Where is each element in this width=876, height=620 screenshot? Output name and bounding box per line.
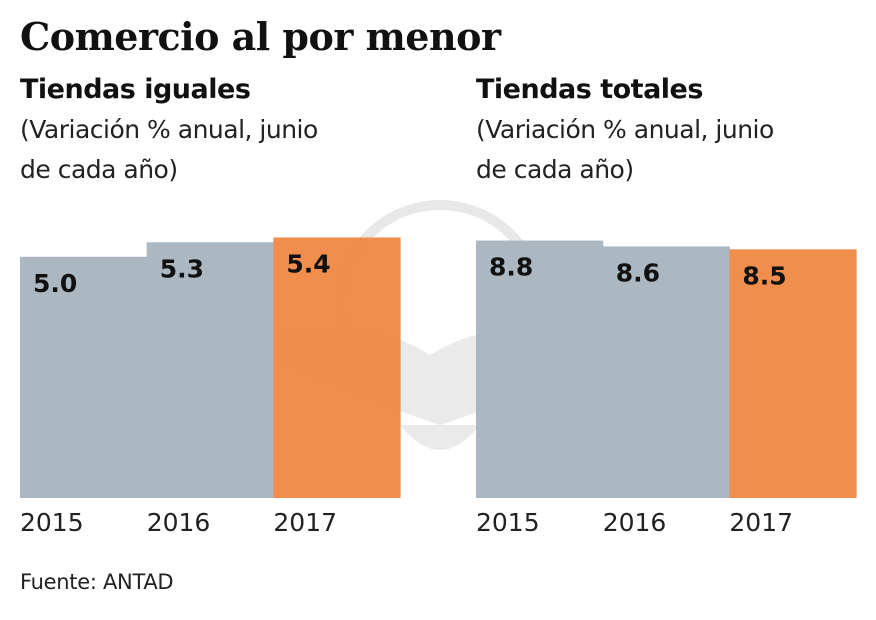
bar-2015	[20, 256, 148, 498]
bar-chart-0: 5.0 2015 5.3 2016 5.4 2017	[20, 237, 401, 537]
x-tick-label-2016: 2016	[147, 508, 211, 537]
x-tick-label-2017: 2017	[729, 508, 793, 537]
data-label-2015: 8.8	[489, 253, 533, 282]
panel-title: Tiendas totales	[476, 74, 703, 105]
panel-tiendas-totales: Tiendas totales (Variación % anual, juni…	[476, 70, 876, 190]
bar-2016	[146, 242, 274, 498]
source-note: Fuente: ANTAD	[20, 570, 174, 594]
bar-2015	[476, 240, 604, 498]
panel-description-line2: de cada año)	[20, 155, 178, 184]
data-label-2016: 8.6	[616, 258, 660, 287]
x-tick-label-2016: 2016	[603, 508, 667, 537]
panel-description-line1: (Variación % anual, junio	[476, 115, 774, 144]
x-tick-label-2015: 2015	[20, 508, 84, 537]
chart-title: Comercio al por menor	[20, 14, 501, 59]
bar-2017	[729, 249, 857, 498]
data-label-2015: 5.0	[33, 269, 77, 298]
data-label-2016: 5.3	[160, 254, 204, 283]
panel-title: Tiendas iguales	[20, 74, 251, 105]
data-label-2017: 8.5	[742, 261, 786, 290]
x-tick-label-2017: 2017	[273, 508, 337, 537]
bar-2016	[602, 246, 730, 498]
bar-2017	[273, 237, 401, 498]
panel-description-line2: de cada año)	[476, 155, 634, 184]
data-label-2017: 5.4	[286, 249, 330, 278]
panel-description-line1: (Variación % anual, junio	[20, 115, 318, 144]
panel-tiendas-iguales: Tiendas iguales (Variación % anual, juni…	[20, 70, 440, 190]
x-tick-label-2015: 2015	[476, 508, 540, 537]
bar-chart-1: 8.8 2015 8.6 2016 8.5 2017	[476, 240, 857, 537]
